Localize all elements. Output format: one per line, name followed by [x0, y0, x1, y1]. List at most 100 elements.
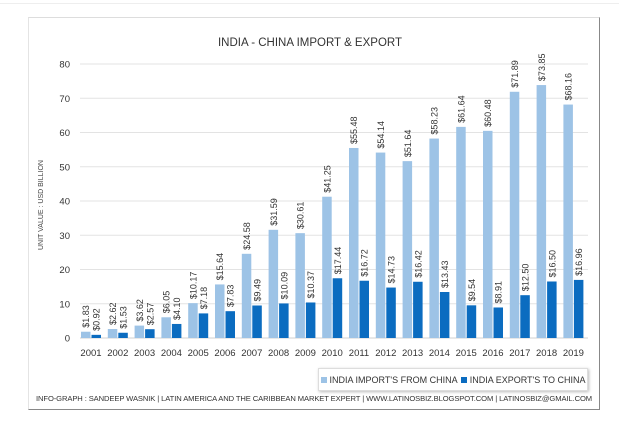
export-bar	[359, 280, 369, 338]
divider	[0, 3, 619, 4]
legend: INDIA IMPORT'S FROM CHINA INDIA EXPORT'S…	[318, 368, 588, 391]
x-tick-label: 2018	[536, 348, 557, 359]
import-bar	[295, 233, 305, 338]
x-tick-label: 2014	[429, 348, 450, 359]
x-tick-label: 2010	[322, 348, 343, 359]
export-data-label: $9.54	[467, 279, 477, 302]
import-data-label: $68.16	[564, 73, 574, 101]
export-data-label: $12.50	[521, 264, 531, 292]
export-bar	[252, 305, 262, 338]
import-bar	[107, 329, 118, 338]
export-data-label: $14.73	[387, 256, 397, 284]
x-tick-label: 2011	[349, 348, 369, 359]
export-data-label: $16.42	[413, 250, 423, 278]
export-data-label: $2.57	[145, 303, 155, 326]
x-tick-label: 2003	[134, 348, 155, 359]
import-data-label: $61.64	[456, 95, 466, 123]
export-bar	[145, 329, 155, 338]
export-data-label: $10.37	[306, 271, 316, 299]
export-bar	[171, 323, 182, 338]
y-axis-label: UNIT VALUE : USD BILLION	[38, 160, 45, 250]
export-data-label: $8.91	[494, 281, 504, 304]
import-data-label: $6.05	[162, 291, 172, 314]
import-bar	[509, 91, 520, 338]
export-data-label: $16.50	[547, 250, 557, 278]
import-data-label: $55.48	[349, 116, 359, 144]
chart-frame	[28, 17, 600, 410]
import-bar	[241, 253, 252, 338]
import-data-label: $73.85	[537, 54, 547, 82]
x-tick-label: 2015	[456, 348, 477, 359]
legend-swatch-imports	[320, 376, 327, 383]
legend-label-imports: INDIA IMPORT'S FROM CHINA	[329, 374, 458, 385]
import-bar	[161, 317, 171, 338]
x-tick-label: 2007	[241, 348, 262, 359]
export-data-label: $16.72	[360, 249, 370, 277]
import-bar	[429, 138, 439, 338]
export-bar	[332, 278, 343, 338]
export-data-label: $13.43	[440, 260, 450, 288]
import-bar	[134, 325, 145, 338]
export-bar	[118, 332, 128, 338]
export-bar	[91, 334, 101, 338]
export-bar	[305, 302, 316, 338]
import-data-label: $60.48	[483, 99, 493, 127]
import-bar	[536, 85, 547, 338]
export-bar	[225, 311, 235, 338]
export-bar	[547, 281, 557, 338]
y-tick-label: 60	[59, 128, 70, 139]
export-data-label: $9.49	[253, 279, 263, 302]
import-data-label: $1.83	[81, 305, 91, 328]
import-data-label: $31.59	[269, 198, 279, 226]
export-bar	[386, 287, 396, 338]
chart-title: INDIA - CHINA IMPORT & EXPORT	[218, 37, 402, 49]
import-bar	[375, 152, 386, 338]
export-bar	[520, 295, 530, 338]
export-data-label: $10.09	[279, 272, 289, 300]
import-data-label: $30.61	[296, 202, 306, 230]
export-data-label: $16.96	[574, 248, 584, 276]
export-bar	[466, 305, 477, 338]
legend-swatch-exports	[460, 376, 467, 383]
export-bar	[413, 281, 423, 338]
import-bar	[483, 130, 493, 338]
import-bar	[456, 126, 466, 339]
export-bar	[439, 292, 450, 338]
y-tick-label: 40	[59, 197, 70, 208]
export-data-label: $7.83	[226, 285, 236, 308]
import-data-label: $51.64	[403, 130, 413, 158]
import-bar	[563, 104, 573, 338]
y-tick-label: 0	[65, 334, 70, 345]
x-tick-label: 2012	[375, 348, 396, 359]
import-data-label: $2.62	[108, 302, 118, 325]
x-tick-label: 2013	[402, 348, 423, 359]
y-tick-label: 20	[59, 265, 70, 276]
export-data-label: $4.10	[172, 297, 182, 320]
legend-label-exports: INDIA EXPORT'S TO CHINA	[469, 374, 586, 385]
y-tick-label: 50	[59, 162, 70, 173]
x-tick-label: 2017	[509, 348, 530, 359]
import-bar	[188, 303, 198, 338]
legend-item-imports: INDIA IMPORT'S FROM CHINA	[320, 374, 458, 385]
import-bar	[215, 284, 225, 338]
x-tick-label: 2008	[268, 348, 289, 359]
x-tick-label: 2016	[482, 348, 503, 359]
y-tick-label: 10	[59, 299, 70, 310]
x-tick-label: 2004	[161, 348, 182, 359]
import-data-label: $58.23	[430, 107, 440, 135]
x-tick-label: 2002	[107, 348, 128, 359]
import-bar	[349, 147, 359, 338]
export-data-label: $0.92	[92, 308, 102, 331]
import-data-label: $54.14	[376, 121, 386, 149]
import-data-label: $10.17	[188, 272, 198, 300]
export-data-label: $17.44	[333, 247, 343, 275]
import-bar	[268, 229, 279, 338]
export-bar	[198, 313, 209, 338]
import-data-label: $15.64	[215, 253, 225, 281]
x-tick-label: 2006	[214, 348, 235, 359]
y-tick-label: 30	[59, 231, 70, 242]
y-tick-label: 80	[59, 60, 70, 71]
export-data-label: $1.53	[119, 306, 129, 329]
import-bar	[322, 196, 332, 338]
